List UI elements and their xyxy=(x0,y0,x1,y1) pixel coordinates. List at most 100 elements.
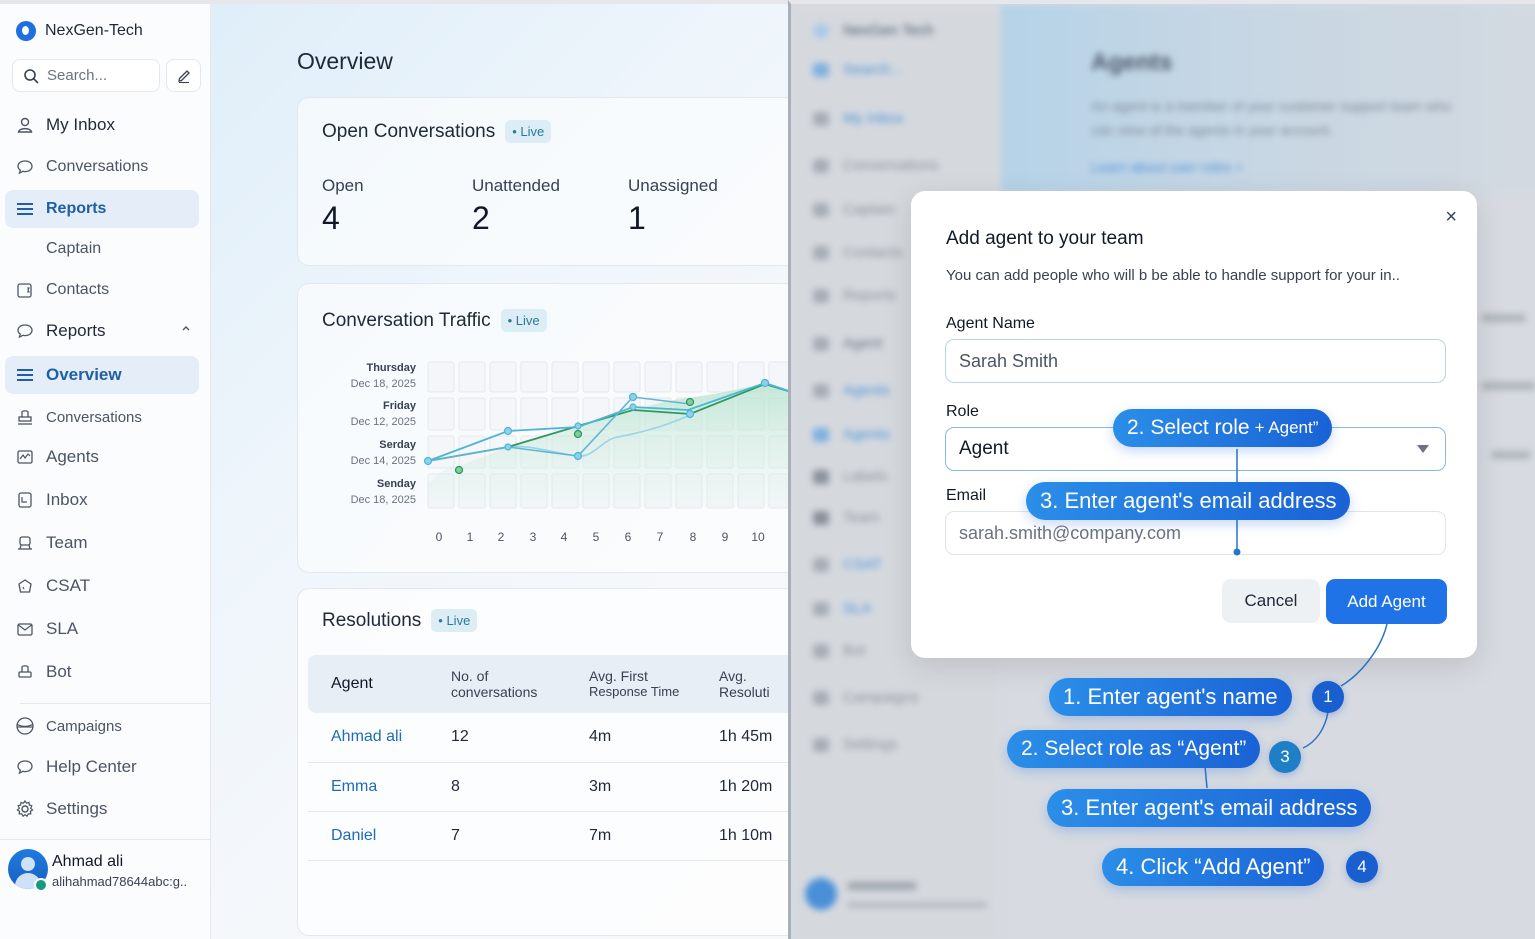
sidebar-item-label: Inbox xyxy=(46,490,88,509)
chevron-up-icon[interactable] xyxy=(181,324,191,332)
column-header-agent[interactable]: Agent xyxy=(331,675,373,692)
email-input[interactable] xyxy=(959,522,1445,544)
close-icon[interactable]: × xyxy=(1445,206,1457,228)
x-tick: 3 xyxy=(529,530,537,544)
callout-select-role-inline: 2. Select role + Agent” xyxy=(1113,409,1333,447)
card-title-text: Resolutions xyxy=(322,609,422,631)
blurred-background: NexGen Tech Search... My Inbox Conversat… xyxy=(791,4,1535,939)
sidebar-item-conversations[interactable]: Conversations xyxy=(5,148,199,186)
conversations-count: 7 xyxy=(451,811,589,861)
sidebar-item-sla[interactable]: SLA xyxy=(5,610,199,648)
menu-lines-icon xyxy=(15,365,35,385)
conversation-traffic-card: Conversation Traffic • Live Thursday Dec … xyxy=(297,283,788,573)
brand-logo-icon xyxy=(16,21,36,41)
sidebar: NexGen-Tech My Inbox Conversations Repor… xyxy=(0,4,211,939)
sidebar-item-inbox[interactable]: Inbox xyxy=(5,481,199,519)
background-sidebar: NexGen Tech Search... My Inbox Conversat… xyxy=(791,4,1001,939)
metric-open: Open 4 xyxy=(322,176,364,237)
sidebar-item-csat[interactable]: CSAT xyxy=(5,567,199,605)
agent-link[interactable]: Daniel xyxy=(308,811,451,861)
reports-overview-screen: NexGen-Tech My Inbox Conversations Repor… xyxy=(0,0,788,939)
sidebar-item-help-center[interactable]: Help Center xyxy=(5,748,199,786)
card-title: Resolutions • Live xyxy=(322,609,478,632)
column-header-first-response[interactable]: Avg. First Response Time xyxy=(589,668,680,699)
metric-label: Open xyxy=(322,176,364,195)
column-header-resolution[interactable]: Avg. Resoluti xyxy=(719,668,770,700)
first-response-time: 3m xyxy=(589,762,719,812)
background-nav-item: Agents xyxy=(813,426,890,443)
conversations-count: 8 xyxy=(451,762,589,812)
x-tick: 7 xyxy=(656,530,664,544)
background-nav-item: Contacts xyxy=(813,244,902,261)
sidebar-item-agents[interactable]: Agents xyxy=(5,438,199,476)
first-response-time: 4m xyxy=(589,713,719,763)
online-status-dot xyxy=(34,878,48,892)
sidebar-item-label: My Inbox xyxy=(46,115,115,134)
background-nav-item: Bot xyxy=(813,642,866,659)
table-row: Ahmad ali 12 4m 1h 45m xyxy=(308,713,788,763)
metric-value: 2 xyxy=(472,200,490,236)
agent-link[interactable]: Ahmad ali xyxy=(308,713,451,763)
search-input[interactable] xyxy=(47,67,147,84)
callout-step-4: 4. Click “Add Agent” xyxy=(1102,848,1325,886)
x-tick: 10 xyxy=(751,530,765,544)
compose-button[interactable] xyxy=(166,59,201,92)
column-header-conversations[interactable]: No. of conversations xyxy=(451,668,538,700)
sidebar-item-my-inbox[interactable]: My Inbox xyxy=(5,106,199,144)
table-row: Emma 8 3m 1h 20m xyxy=(308,762,788,812)
agent-name-field[interactable] xyxy=(945,339,1446,383)
traffic-heatmap-chart: Thursday Dec 18, 2025 Friday Dec 12, 2025 … xyxy=(328,354,788,554)
sidebar-item-reports-group[interactable]: Reports xyxy=(5,312,199,350)
background-text xyxy=(1481,382,1535,390)
sidebar-item-label: CSAT xyxy=(46,576,91,595)
sidebar-item-overview[interactable]: Overview xyxy=(5,356,199,394)
background-nav-item: Agents xyxy=(813,382,890,399)
background-nav-item: Settings xyxy=(813,736,897,753)
background-search: Search... xyxy=(813,61,903,78)
user-email: alihahmad78644abc:g.. xyxy=(52,874,188,889)
agent-link[interactable]: Emma xyxy=(308,762,451,812)
email-label: Email xyxy=(946,487,987,504)
metric-value: 4 xyxy=(322,200,340,236)
campaign-icon xyxy=(15,716,35,736)
sidebar-item-label: Team xyxy=(46,533,88,552)
agent-name-label: Agent Name xyxy=(946,315,1035,332)
card-title: Open Conversations • Live xyxy=(322,120,552,143)
x-tick: 8 xyxy=(689,530,697,544)
y-label: Friday Dec 12, 2025 xyxy=(350,400,416,428)
sidebar-item-report-conversations[interactable]: Conversations xyxy=(5,398,199,436)
live-badge: • Live xyxy=(505,120,552,143)
sidebar-item-captain[interactable]: Captain xyxy=(5,230,199,268)
sidebar-item-team[interactable]: Team xyxy=(5,524,199,562)
agents-add-screen: NexGen Tech Search... My Inbox Conversat… xyxy=(788,0,1535,939)
sidebar-divider xyxy=(0,839,211,840)
cancel-button[interactable]: Cancel xyxy=(1222,579,1320,623)
agent-name-input[interactable] xyxy=(959,350,1445,372)
add-agent-button[interactable]: Add Agent xyxy=(1326,579,1447,624)
x-tick: 9 xyxy=(721,530,729,544)
sidebar-item-label: Conversations xyxy=(46,158,149,175)
chart-icon xyxy=(15,447,35,467)
metric-label: Unassigned xyxy=(628,176,718,195)
y-label: Serday Dec 14, 2025 xyxy=(350,439,416,467)
sidebar-item-label: Bot xyxy=(46,662,72,681)
csat-icon xyxy=(15,576,35,596)
background-nav-item: Conversations xyxy=(813,157,939,174)
step-badge-4: 4 xyxy=(1346,851,1378,883)
metric-label: Unattended xyxy=(472,176,560,195)
background-text xyxy=(1491,451,1531,459)
search-box[interactable] xyxy=(12,59,160,92)
sidebar-item-campaigns[interactable]: Campaigns xyxy=(5,707,199,745)
background-title: Agents xyxy=(1091,49,1173,76)
card-title-text: Conversation Traffic xyxy=(322,309,491,331)
step-badge-1: 1 xyxy=(1312,681,1344,713)
chat-bubble-icon xyxy=(15,757,35,777)
sidebar-item-settings[interactable]: Settings xyxy=(5,790,199,828)
sidebar-item-bot[interactable]: Bot xyxy=(5,653,199,691)
background-description: can view of the agents in your account. xyxy=(1091,122,1334,138)
sidebar-item-reports[interactable]: Reports xyxy=(5,190,199,228)
search-icon xyxy=(24,68,39,83)
sidebar-item-contacts[interactable]: Contacts xyxy=(5,271,199,309)
sidebar-item-label: Reports xyxy=(46,321,106,340)
y-axis-labels: Thursday Dec 18, 2025 Friday Dec 12, 2025 … xyxy=(328,360,416,520)
